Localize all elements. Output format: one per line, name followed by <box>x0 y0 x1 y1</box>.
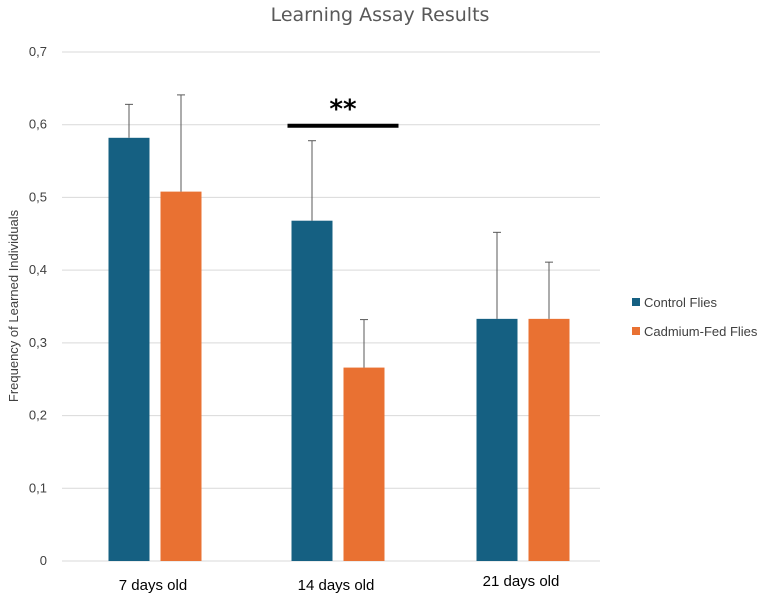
y-tick-label: 0,5 <box>29 189 47 204</box>
significance-marker: ** <box>329 95 357 125</box>
y-axis-label: Frequency of Learned Individuals <box>6 209 21 402</box>
y-tick-label: 0,3 <box>29 335 47 350</box>
bar <box>108 137 150 561</box>
x-tick-label: 14 days old <box>298 577 375 594</box>
y-tick-label: 0 <box>40 553 47 568</box>
y-tick-label: 0,1 <box>29 480 47 495</box>
bar <box>528 318 570 561</box>
legend-label: Cadmium-Fed Flies <box>644 324 758 339</box>
chart-title: Learning Assay Results <box>271 4 490 26</box>
legend-swatch <box>632 298 640 306</box>
y-tick-label: 0,4 <box>29 262 47 277</box>
y-tick-label: 0,6 <box>29 117 47 132</box>
y-tick-label: 0,7 <box>29 44 47 59</box>
error-bars <box>125 94 553 368</box>
bar <box>343 367 385 561</box>
x-tick-labels: 7 days old 14 days old 21 days old <box>119 573 560 594</box>
x-tick-label: 7 days old <box>119 577 187 594</box>
bar <box>160 191 202 561</box>
bar <box>291 220 333 561</box>
bar <box>476 318 518 561</box>
annotations: ** <box>287 95 399 128</box>
y-tick-labels: 0 0,1 0,2 0,3 0,4 0,5 0,6 0,7 <box>29 44 47 568</box>
y-tick-label: 0,2 <box>29 408 47 423</box>
bars <box>108 137 570 561</box>
legend-swatch <box>632 327 640 335</box>
x-tick-label: 21 days old <box>483 573 560 590</box>
legend-label: Control Flies <box>644 295 717 310</box>
legend: Control Flies Cadmium-Fed Flies <box>632 295 758 339</box>
